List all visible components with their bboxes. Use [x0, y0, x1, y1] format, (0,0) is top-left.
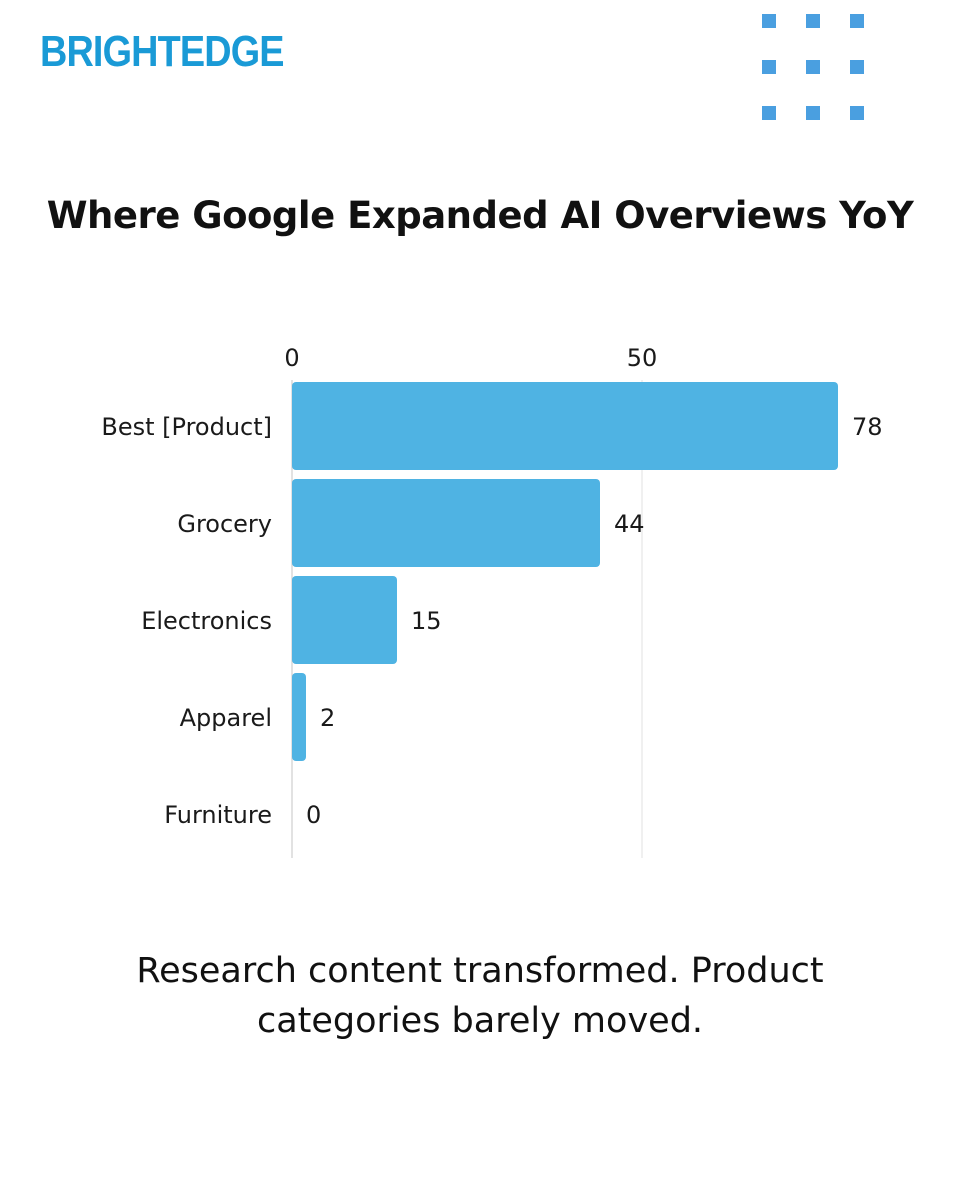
data-label: 0: [306, 801, 321, 829]
category-label: Grocery: [177, 510, 272, 538]
bar: [292, 479, 600, 567]
decoration-dot: [806, 14, 820, 28]
data-label: 78: [852, 413, 883, 441]
bar: [292, 576, 397, 664]
brightedge-logo: BRIGHTEDGE: [40, 27, 285, 76]
x-tick-label: 0: [284, 344, 299, 372]
decoration-dot: [850, 14, 864, 28]
category-label: Furniture: [164, 801, 272, 829]
x-tick-label: 50: [627, 344, 658, 372]
chart-title: Where Google Expanded AI Overviews YoY: [46, 194, 914, 237]
decoration-dot: [762, 14, 776, 28]
decoration-dot: [762, 60, 776, 74]
data-label: 15: [411, 607, 442, 635]
decoration-dot: [850, 106, 864, 120]
decoration-dot: [806, 106, 820, 120]
dot-grid-decoration: [762, 14, 864, 122]
data-label: 44: [614, 510, 645, 538]
caption: Research content transformed. Product ca…: [0, 946, 960, 1046]
decoration-dot: [806, 60, 820, 74]
category-label: Electronics: [141, 607, 272, 635]
bar: [292, 673, 306, 761]
category-label: Apparel: [180, 704, 272, 732]
category-label: Best [Product]: [101, 413, 272, 441]
caption-line-1: Research content transformed. Product: [136, 951, 824, 991]
caption-line-2: categories barely moved.: [256, 1001, 704, 1041]
bar-chart: 0 50 Best [Product] 78 Grocery 44 Electronics 1…: [101, 344, 883, 858]
decoration-dot: [762, 106, 776, 120]
bar: [292, 382, 838, 470]
data-label: 2: [320, 704, 335, 732]
decoration-dot: [850, 60, 864, 74]
